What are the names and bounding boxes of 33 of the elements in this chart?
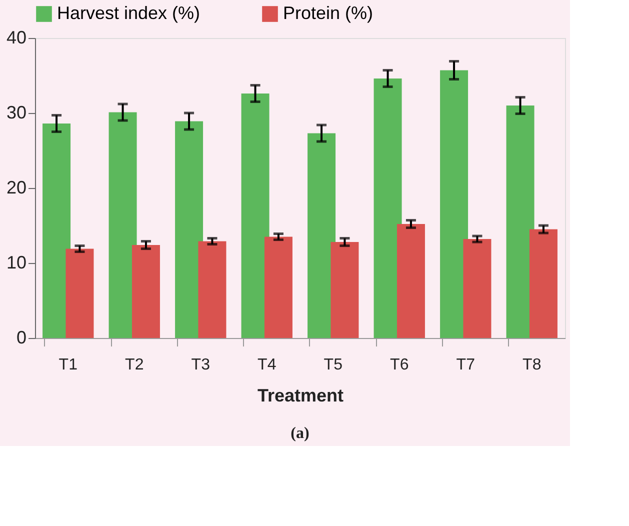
y-tick-label: 10	[6, 252, 26, 272]
bar	[463, 239, 492, 338]
bar	[108, 112, 137, 338]
bar	[241, 94, 270, 338]
x-tick-label: T4	[258, 356, 276, 374]
bar	[264, 236, 292, 338]
legend-label: Harvest index (%)	[57, 3, 200, 23]
bar	[396, 224, 425, 338]
bar	[529, 229, 558, 338]
bar	[42, 124, 71, 338]
bar	[506, 106, 534, 338]
x-tick-label: T3	[191, 356, 210, 374]
x-tick-label: T7	[456, 356, 476, 374]
x-tick-label: T1	[58, 356, 78, 374]
bar	[440, 70, 468, 338]
bar	[330, 242, 359, 338]
x-axis-title: Treatment	[257, 386, 344, 406]
y-tick-label: 0	[16, 328, 26, 348]
x-tick-label: T6	[390, 356, 409, 374]
y-tick-label: 30	[6, 102, 26, 122]
bar	[132, 245, 160, 338]
bar	[308, 133, 336, 338]
text: (a)	[290, 425, 310, 442]
bar	[175, 121, 204, 338]
x-tick-label: T8	[522, 356, 542, 374]
x-tick-label: T2	[125, 356, 144, 374]
x-tick-label: T5	[324, 356, 343, 374]
y-tick-label: 20	[6, 178, 26, 198]
bar	[198, 241, 226, 338]
legend-label: Protein (%)	[283, 3, 374, 23]
bar	[66, 248, 94, 338]
y-tick-label: 40	[6, 28, 26, 48]
bar	[374, 78, 402, 338]
